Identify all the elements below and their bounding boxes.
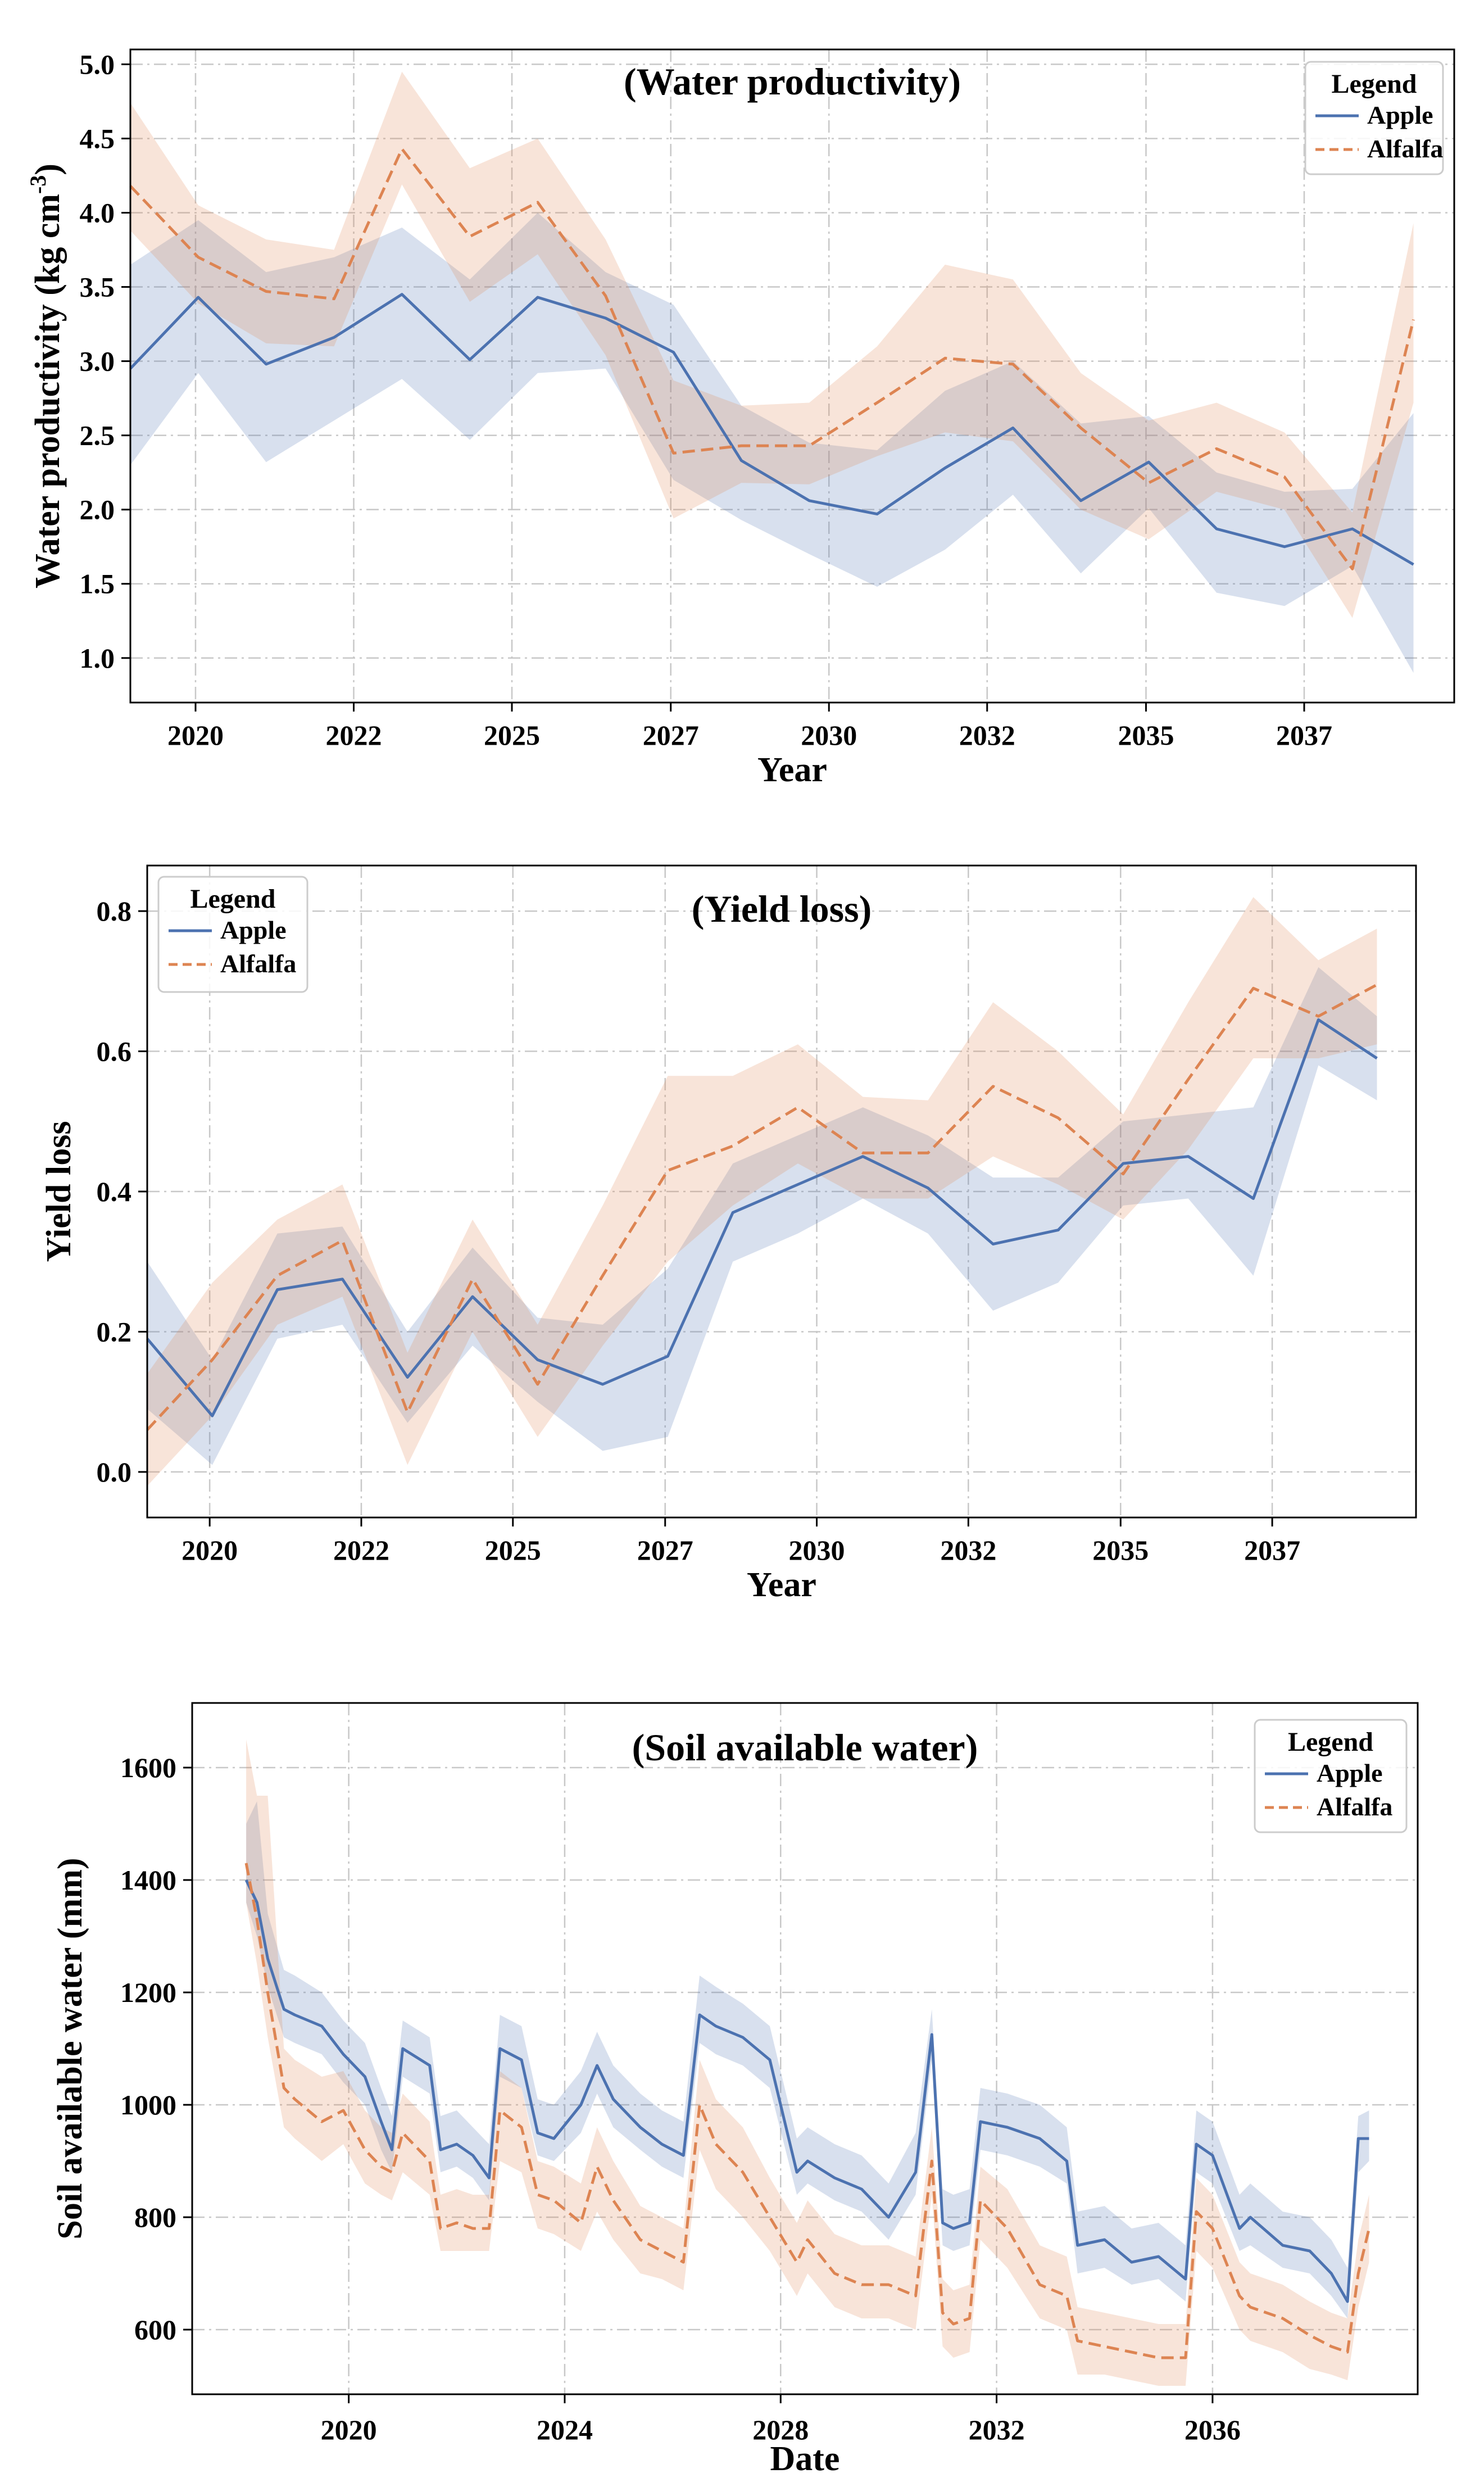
y-tick-label: 1400 (120, 1864, 176, 1896)
grid (130, 49, 1454, 703)
series-line-apple (146, 1018, 1378, 1417)
x-tick-label: 2036 (1185, 2414, 1241, 2445)
x-tick-label: 2032 (959, 719, 1015, 751)
legend-title: Legend (190, 884, 275, 914)
chart-soil-available-water: 2020 2024 2028 2032 2036 600 800 1000 1200 1400 16… (51, 1702, 1419, 2478)
grid (147, 866, 1416, 1517)
y-tick-label: 3.0 (80, 346, 115, 377)
y-axis-label: Yield loss (40, 1121, 78, 1262)
series-line-alfalfa (244, 1863, 1370, 2359)
x-tick-label: 2020 (321, 2414, 377, 2445)
x-tick-label: 2035 (1118, 719, 1174, 751)
plot-frame (129, 48, 1455, 704)
grid (192, 1703, 1418, 2394)
y-tick-label: 600 (134, 2314, 176, 2345)
x-tick-label: 2032 (940, 1534, 996, 1566)
x-tick-label: 2035 (1092, 1534, 1149, 1566)
y-tick-label: 3.5 (80, 271, 115, 303)
y-tick-label: 800 (134, 2201, 176, 2233)
y-tick-label: 5.0 (80, 48, 115, 80)
legend-box (157, 876, 308, 993)
y-tick-label: 2.5 (80, 420, 115, 451)
y-tick-label: 1.5 (80, 568, 115, 600)
y-tick-label: 0.4 (97, 1176, 132, 1207)
legend-label-alfalfa: Alfalfa (1317, 1792, 1392, 1821)
x-axis-label: Year (747, 1566, 816, 1604)
x-tick-label: 2037 (1244, 1534, 1300, 1566)
x-tick-label: 2037 (1276, 719, 1332, 751)
y-axis-label: Water productivity (kg cm-3) (25, 164, 67, 588)
plot-frame (191, 1702, 1419, 2395)
y-tick-label: 0.2 (97, 1316, 132, 1347)
y-tick-label: 0.8 (97, 895, 132, 927)
x-tick-label: 2030 (801, 719, 857, 751)
series-line-apple (129, 293, 1414, 566)
confidence-band-alfalfa (246, 1739, 1369, 2386)
x-tick-label: 2027 (637, 1534, 693, 1566)
chart-water-productivity: 2020 2022 2025 2027 2030 2032 2035 2037 1.0 1.5 2.… (25, 48, 1455, 789)
x-tick-label: 2030 (789, 1534, 845, 1566)
confidence-band-alfalfa (130, 71, 1414, 618)
series-line-apple (244, 1879, 1369, 2303)
chart-title: (Water productivity) (624, 60, 961, 103)
confidence-band-apple (147, 967, 1377, 1465)
x-tick-label: 2025 (485, 1534, 541, 1566)
y-tick-label: 4.5 (80, 123, 115, 154)
legend-box (1304, 61, 1444, 175)
x-tick-label: 2024 (537, 2414, 593, 2445)
legend-label-apple: Apple (1317, 1759, 1383, 1787)
legend-box (1254, 1719, 1408, 1833)
legend-label-alfalfa: Alfalfa (220, 949, 296, 978)
confidence-band-apple (130, 212, 1414, 673)
x-axis-label: Date (770, 2440, 840, 2478)
confidence-band-alfalfa (147, 897, 1377, 1486)
legend-label-apple: Apple (1367, 101, 1433, 129)
x-tick-label: 2027 (643, 719, 699, 751)
x-tick-label: 2022 (325, 719, 382, 751)
y-tick-label: 0.0 (97, 1456, 132, 1488)
y-tick-label: 1.0 (80, 642, 115, 674)
series-line-alfalfa (129, 147, 1415, 570)
chart-title: (Yield loss) (692, 887, 872, 930)
y-tick-label: 2.0 (80, 494, 115, 526)
x-tick-label: 2020 (167, 719, 224, 751)
y-tick-label: 1200 (120, 1977, 176, 2008)
x-tick-label: 2022 (333, 1534, 389, 1566)
x-tick-label: 2028 (752, 2414, 809, 2445)
y-tick-label: 4.0 (80, 197, 115, 229)
x-tick-label: 2025 (484, 719, 540, 751)
y-tick-label: 1000 (120, 2089, 176, 2121)
legend-label-alfalfa: Alfalfa (1367, 134, 1443, 163)
series-line-alfalfa (146, 983, 1378, 1431)
x-axis-label: Year (757, 751, 827, 789)
x-tick-label: 2020 (181, 1534, 238, 1566)
chart-title: (Soil available water) (632, 1726, 978, 1769)
legend-title: Legend (1288, 1727, 1373, 1757)
y-tick-label: 0.6 (97, 1036, 132, 1067)
chart-yield-loss: 2020 2022 2025 2027 2030 2032 2035 2037 0.0 0.2 0.… (40, 864, 1417, 1604)
y-axis-label: Soil available water (mm) (51, 1858, 89, 2239)
x-tick-label: 2032 (969, 2414, 1025, 2445)
legend-label-apple: Apple (220, 916, 287, 944)
y-tick-label: 1600 (120, 1752, 176, 1783)
legend-title: Legend (1331, 69, 1417, 99)
